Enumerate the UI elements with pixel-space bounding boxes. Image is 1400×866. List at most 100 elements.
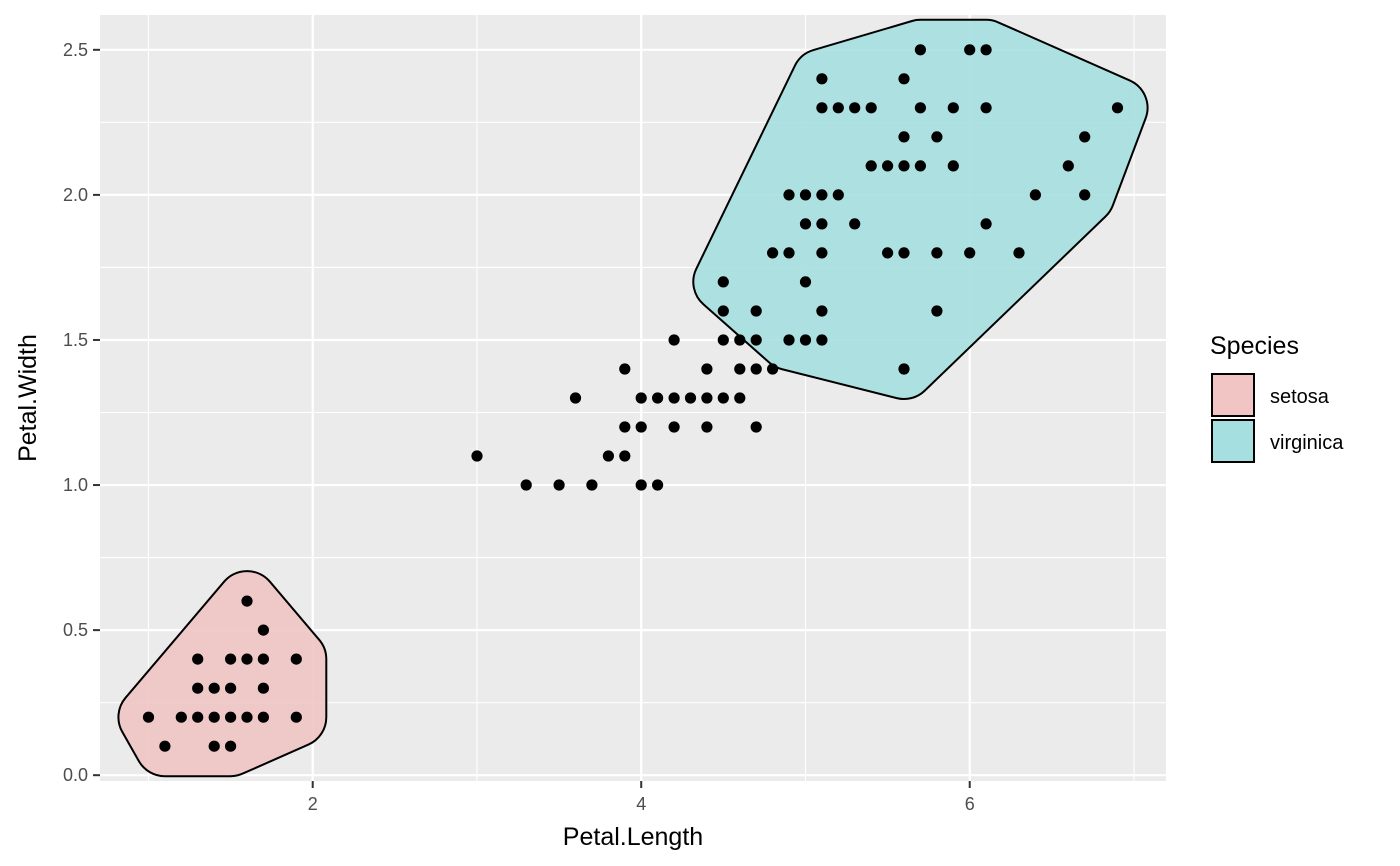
data-point: [947, 102, 959, 114]
data-point: [192, 653, 204, 665]
data-point: [964, 247, 976, 259]
data-point: [225, 711, 237, 723]
data-point: [652, 479, 664, 491]
data-point: [799, 189, 812, 201]
y-tick-label: 1.5: [63, 330, 88, 350]
data-point: [668, 392, 680, 404]
data-point: [931, 247, 943, 259]
data-point: [208, 740, 220, 752]
data-point: [816, 189, 828, 201]
data-point: [980, 102, 992, 114]
data-point: [471, 450, 483, 462]
data-point: [783, 334, 795, 346]
data-point: [947, 160, 959, 172]
legend: Species setosa virginica: [1210, 332, 1344, 463]
data-point: [898, 363, 910, 375]
data-point: [257, 711, 269, 723]
y-tick-label: 0.5: [63, 620, 88, 640]
data-point: [635, 392, 647, 404]
data-point: [257, 653, 269, 665]
data-point: [750, 421, 762, 433]
x-tick-label: 4: [636, 794, 646, 814]
data-point: [832, 189, 844, 201]
data-point: [701, 421, 713, 433]
data-point: [225, 740, 237, 752]
x-axis: 2 4 6: [308, 781, 975, 814]
legend-label-setosa: setosa: [1270, 386, 1330, 408]
data-point: [1111, 102, 1124, 114]
data-point: [668, 421, 680, 433]
data-point: [717, 334, 729, 346]
data-point: [208, 682, 220, 694]
data-point: [225, 653, 237, 665]
data-point: [734, 392, 746, 404]
data-point: [750, 363, 762, 375]
data-point: [898, 131, 910, 143]
data-point: [701, 392, 713, 404]
data-point: [1062, 160, 1074, 172]
data-point: [816, 102, 828, 114]
data-point: [816, 218, 828, 230]
y-tick-label: 0.0: [63, 765, 88, 785]
data-point: [290, 653, 302, 665]
hull-setosa: [117, 570, 328, 778]
data-point: [241, 595, 253, 607]
legend-key-setosa: [1211, 373, 1255, 417]
data-point: [799, 334, 812, 346]
data-point: [257, 682, 269, 694]
data-point: [980, 44, 992, 56]
data-point: [569, 392, 582, 404]
x-axis-title: Petal.Length: [563, 823, 703, 851]
y-axis: 0.0 0.5 1.0 1.5 2.0 2.5: [63, 40, 100, 785]
data-point: [1079, 189, 1091, 201]
data-point: [1029, 189, 1041, 201]
x-tick-label: 2: [308, 794, 318, 814]
data-point: [225, 682, 237, 694]
data-point: [964, 44, 976, 56]
data-point: [635, 479, 647, 491]
data-point: [914, 160, 927, 172]
data-point: [816, 305, 828, 317]
data-point: [849, 218, 861, 230]
data-point: [717, 305, 729, 317]
data-point: [553, 479, 565, 491]
data-point: [652, 392, 664, 404]
data-point: [734, 334, 746, 346]
data-point: [159, 740, 171, 752]
data-point: [750, 334, 762, 346]
data-point: [898, 247, 910, 259]
x-tick-label: 6: [965, 794, 975, 814]
data-point: [717, 276, 729, 288]
data-point: [684, 392, 697, 404]
data-point: [668, 334, 680, 346]
data-point: [931, 131, 943, 143]
data-point: [520, 479, 532, 491]
data-point: [882, 247, 894, 259]
data-point: [750, 305, 762, 317]
data-point: [1079, 131, 1091, 143]
data-point: [799, 218, 812, 230]
data-point: [241, 653, 253, 665]
data-point: [849, 102, 861, 114]
data-point: [290, 711, 302, 723]
data-point: [619, 450, 631, 462]
legend-title: Species: [1210, 332, 1299, 360]
data-point: [142, 711, 155, 723]
data-point: [635, 421, 647, 433]
data-point: [734, 363, 746, 375]
data-point: [931, 305, 943, 317]
legend-key-virginica: [1211, 419, 1255, 463]
data-point: [717, 392, 729, 404]
data-point: [1013, 247, 1025, 259]
data-point: [799, 276, 812, 288]
data-point: [619, 363, 631, 375]
data-point: [767, 247, 779, 259]
data-point: [865, 160, 877, 172]
data-point: [980, 218, 992, 230]
data-point: [898, 73, 910, 85]
data-point: [619, 421, 631, 433]
data-point: [783, 189, 795, 201]
data-point: [914, 44, 927, 56]
hull-virginica: [692, 18, 1149, 400]
